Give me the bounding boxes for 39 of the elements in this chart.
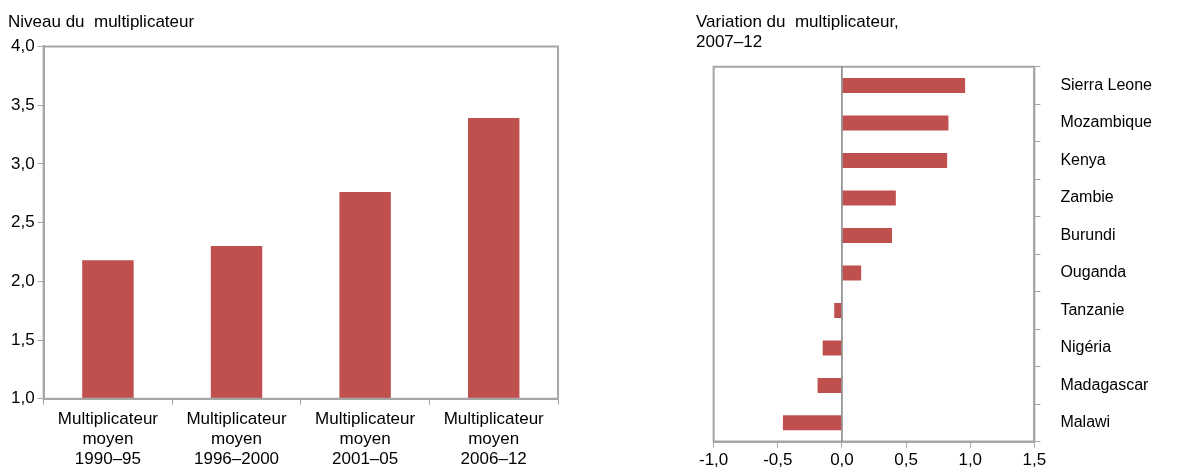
bar <box>842 153 948 168</box>
x-tick-label: Multiplicateur moyen 2006–12 <box>443 408 545 469</box>
y-tick-label: 2,5 <box>10 212 35 232</box>
y-tick-label: Mozambique <box>1060 113 1153 131</box>
x-tick-label: Multiplicateur moyen 1990–95 <box>57 408 159 469</box>
bar <box>842 115 949 131</box>
y-tick-label: 4,0 <box>10 36 35 56</box>
bar <box>822 340 842 356</box>
x-tick-label: -0,5 <box>763 450 793 470</box>
y-tick-label: 2,0 <box>10 271 35 291</box>
y-tick-label: Nigéria <box>1060 338 1112 356</box>
bar <box>834 302 842 318</box>
y-tick-label: Zambie <box>1060 188 1114 206</box>
chart-title: Variation du multiplicateur, 2007–12 <box>696 11 899 52</box>
x-tick-label: 0,5 <box>894 450 918 470</box>
y-tick-label: 1,0 <box>10 388 35 408</box>
y-tick-label: Sierra Leone <box>1060 75 1153 93</box>
bar <box>842 190 896 206</box>
y-tick-label: 1,5 <box>10 329 35 349</box>
bar <box>842 78 966 94</box>
x-tick-label: 0,0 <box>830 450 854 470</box>
bar <box>842 227 892 243</box>
x-tick-label: Multiplicateur moyen 1996–2000 <box>186 408 287 469</box>
x-tick-label: -1,0 <box>699 450 729 470</box>
bar <box>817 377 842 393</box>
y-tick-label: Malawi <box>1060 413 1111 431</box>
y-tick-label: 3,5 <box>10 94 35 114</box>
bar <box>782 415 842 431</box>
y-tick-label: Madagascar <box>1060 375 1150 393</box>
x-tick-label: Multiplicateur moyen 2001–05 <box>315 408 416 469</box>
y-tick-label: Kenya <box>1060 150 1106 168</box>
y-tick-label: Ouganda <box>1060 263 1127 281</box>
y-tick-label: 3,0 <box>10 153 35 173</box>
y-tick-label: Burundi <box>1060 225 1116 243</box>
chart-title: Niveau du multiplicateur <box>8 11 195 31</box>
x-tick-label: 1,0 <box>958 450 983 470</box>
x-tick-label: 1,5 <box>1022 450 1047 470</box>
y-tick-label: Tanzanie <box>1060 300 1125 318</box>
bar <box>842 265 862 281</box>
